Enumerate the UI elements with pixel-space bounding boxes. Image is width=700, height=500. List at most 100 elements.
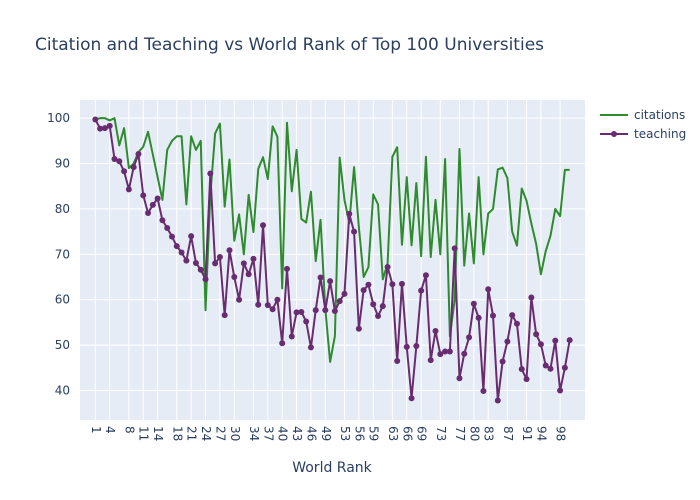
data-point-teaching[interactable] (413, 343, 420, 350)
data-point-teaching[interactable] (485, 286, 492, 293)
data-point-teaching[interactable] (351, 228, 358, 235)
data-point-teaching[interactable] (197, 266, 204, 273)
data-point-teaching[interactable] (130, 164, 137, 171)
data-point-teaching[interactable] (365, 281, 372, 288)
legend-item-citations[interactable]: citations (600, 108, 685, 122)
data-point-teaching[interactable] (523, 376, 530, 383)
data-point-teaching[interactable] (202, 276, 209, 283)
data-point-teaching[interactable] (97, 125, 104, 132)
data-point-teaching[interactable] (250, 255, 257, 262)
data-point-teaching[interactable] (446, 348, 453, 355)
data-point-teaching[interactable] (121, 168, 128, 175)
data-point-teaching[interactable] (375, 313, 382, 320)
data-point-teaching[interactable] (537, 341, 544, 348)
data-point-teaching[interactable] (490, 312, 497, 319)
data-point-teaching[interactable] (116, 158, 123, 165)
data-point-teaching[interactable] (442, 348, 449, 355)
data-point-teaching[interactable] (245, 271, 252, 278)
data-point-teaching[interactable] (240, 260, 247, 267)
data-point-teaching[interactable] (513, 320, 520, 327)
data-point-teaching[interactable] (168, 233, 175, 240)
data-point-teaching[interactable] (111, 156, 118, 163)
data-point-teaching[interactable] (470, 300, 477, 307)
data-point-teaching[interactable] (327, 278, 334, 285)
data-point-teaching[interactable] (188, 233, 195, 240)
data-point-teaching[interactable] (307, 344, 314, 351)
data-point-teaching[interactable] (518, 366, 525, 373)
data-point-teaching[interactable] (542, 362, 549, 369)
data-point-teaching[interactable] (178, 249, 185, 256)
data-point-teaching[interactable] (288, 333, 295, 340)
data-point-teaching[interactable] (341, 290, 348, 297)
data-point-teaching[interactable] (533, 331, 540, 338)
data-point-teaching[interactable] (159, 217, 166, 224)
data-point-teaching[interactable] (226, 247, 233, 254)
data-point-teaching[interactable] (312, 307, 319, 314)
data-point-teaching[interactable] (346, 210, 353, 217)
data-point-teaching[interactable] (494, 397, 501, 404)
data-point-teaching[interactable] (336, 298, 343, 305)
data-point-teaching[interactable] (164, 225, 171, 231)
data-point-teaching[interactable] (360, 287, 367, 294)
data-point-teaching[interactable] (504, 338, 511, 345)
data-point-teaching[interactable] (317, 274, 324, 281)
data-point-teaching[interactable] (192, 259, 199, 266)
data-point-teaching[interactable] (260, 222, 267, 229)
data-point-teaching[interactable] (154, 195, 161, 202)
data-point-teaching[interactable] (370, 301, 377, 308)
data-point-teaching[interactable] (293, 309, 300, 316)
data-point-teaching[interactable] (528, 294, 535, 301)
data-point-teaching[interactable] (183, 257, 190, 264)
data-point-teaching[interactable] (92, 116, 99, 123)
data-point-teaching[interactable] (279, 340, 286, 347)
data-point-teaching[interactable] (135, 151, 142, 158)
data-point-teaching[interactable] (264, 302, 271, 309)
data-point-teaching[interactable] (274, 296, 281, 303)
data-point-teaching[interactable] (566, 337, 573, 344)
data-point-teaching[interactable] (255, 301, 262, 308)
data-point-teaching[interactable] (145, 210, 152, 217)
data-point-teaching[interactable] (231, 274, 238, 281)
data-point-teaching[interactable] (437, 351, 444, 358)
data-point-teaching[interactable] (432, 328, 439, 335)
data-point-teaching[interactable] (355, 325, 362, 332)
legend-item-teaching[interactable]: teaching (600, 127, 686, 141)
data-point-teaching[interactable] (322, 307, 329, 314)
data-point-teaching[interactable] (475, 314, 482, 321)
data-point-teaching[interactable] (394, 357, 401, 364)
data-point-teaching[interactable] (221, 312, 228, 319)
data-point-teaching[interactable] (561, 364, 568, 371)
legend[interactable]: citations teaching (600, 108, 686, 141)
data-point-teaching[interactable] (207, 170, 214, 177)
data-point-teaching[interactable] (389, 281, 396, 288)
data-point-teaching[interactable] (331, 308, 338, 315)
data-point-teaching[interactable] (451, 245, 458, 252)
data-point-teaching[interactable] (212, 260, 219, 267)
data-point-teaching[interactable] (552, 337, 559, 344)
data-point-teaching[interactable] (456, 375, 463, 382)
data-point-teaching[interactable] (408, 395, 415, 402)
data-point-teaching[interactable] (101, 125, 108, 132)
data-point-teaching[interactable] (427, 357, 434, 364)
data-point-teaching[interactable] (140, 192, 147, 199)
data-point-teaching[interactable] (384, 264, 391, 271)
data-point-teaching[interactable] (149, 201, 156, 208)
data-point-teaching[interactable] (480, 387, 487, 394)
data-point-teaching[interactable] (298, 308, 305, 315)
data-point-teaching[interactable] (466, 334, 473, 341)
data-point-teaching[interactable] (269, 306, 276, 313)
data-point-teaching[interactable] (173, 243, 180, 250)
data-point-teaching[interactable] (216, 254, 223, 261)
data-point-teaching[interactable] (547, 365, 554, 372)
data-point-teaching[interactable] (422, 272, 429, 279)
data-point-teaching[interactable] (379, 303, 386, 310)
data-point-teaching[interactable] (283, 265, 290, 272)
data-point-teaching[interactable] (418, 287, 425, 294)
data-point-teaching[interactable] (236, 296, 243, 303)
data-point-teaching[interactable] (106, 122, 113, 129)
data-point-teaching[interactable] (125, 186, 132, 193)
data-point-teaching[interactable] (509, 312, 516, 319)
data-point-teaching[interactable] (403, 343, 410, 350)
data-point-teaching[interactable] (303, 318, 310, 325)
data-point-teaching[interactable] (499, 358, 506, 365)
